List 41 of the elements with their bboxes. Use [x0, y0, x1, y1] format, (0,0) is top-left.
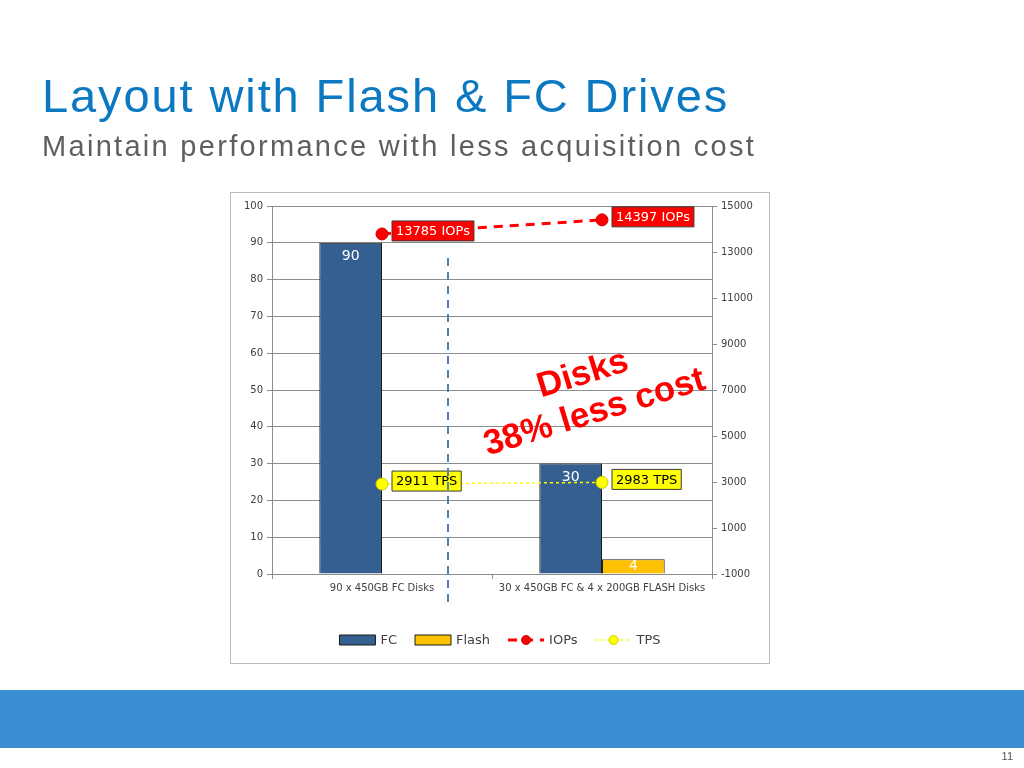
y-tick-label: 70 — [250, 309, 263, 321]
point — [375, 477, 389, 491]
y2-tick-label: 15000 — [721, 199, 753, 211]
y-tick-label: 20 — [250, 493, 263, 505]
data-label: 13785 IOPs — [396, 223, 471, 239]
legend-label: FC — [380, 632, 398, 648]
y2-tick-label: 7000 — [721, 383, 747, 395]
text: 11 — [1001, 750, 1013, 762]
y-tick-label: 30 — [250, 457, 263, 469]
y-tick-label: 0 — [256, 567, 263, 579]
y-tick-label: 80 — [250, 273, 263, 285]
y-tick-label: 60 — [250, 346, 263, 358]
data-label: 14397 IOPs — [616, 209, 691, 225]
y2-tick-label: 1000 — [721, 521, 747, 533]
y-tick-label: 10 — [250, 530, 263, 542]
x-tick-label: 90 x 450GB FC Disks — [329, 581, 435, 593]
legend-label: TPS — [635, 632, 661, 648]
annotation: Disks 38% less cost — [478, 339, 710, 463]
y2-tick-label: 11000 — [721, 291, 753, 303]
y-tick-label: 90 — [250, 236, 263, 248]
y2-tick-label: 5000 — [721, 429, 747, 441]
y-tick-label: 50 — [250, 383, 263, 395]
data-label: 90 — [341, 247, 360, 264]
point — [595, 213, 609, 227]
data-label: 2911 TPS — [396, 473, 458, 489]
data-label: 30 — [561, 468, 580, 485]
y2-tick-label: -1000 — [721, 567, 751, 579]
data-label: 2983 TPS — [616, 471, 678, 487]
legend-label: Flash — [456, 632, 491, 648]
data-label: 4 — [628, 557, 638, 574]
y2-tick-label: 13000 — [721, 245, 753, 257]
y2-tick-label: 3000 — [721, 475, 747, 487]
legend-label: IOPs — [549, 632, 578, 648]
y-tick-label: 100 — [243, 199, 263, 211]
point — [375, 227, 389, 241]
point — [595, 475, 609, 489]
chart-subtitle: Maintain performance with less acquisition cost — [42, 130, 757, 162]
x-tick-label: 30 x 450GB FC & 4 x 200GB FLASH Disks — [498, 581, 706, 593]
y-tick-label: 40 — [250, 420, 263, 432]
chart-title: Layout with Flash & FC Drives — [42, 69, 730, 122]
y2-tick-label: 9000 — [721, 337, 747, 349]
